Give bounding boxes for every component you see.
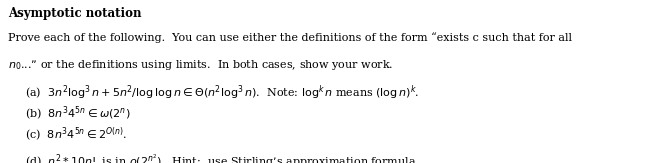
Text: (d)  $n^2 * 10n!$ is in $o(2^{n^2})$.  Hint:  use Stirling’s approximation formu: (d) $n^2 * 10n!$ is in $o(2^{n^2})$. Hin… (25, 152, 420, 163)
Text: $n_0$...” or the definitions using limits.  In both cases, show your work.: $n_0$...” or the definitions using limit… (8, 58, 394, 72)
Text: (a)  $3n^2 \log^3 n + 5n^2/\log \log n \in \Theta(n^2 \log^3 n)$.  Note: $\log^k: (a) $3n^2 \log^3 n + 5n^2/\log \log n \i… (25, 83, 420, 102)
Text: Asymptotic notation: Asymptotic notation (8, 7, 141, 20)
Text: Prove each of the following.  You can use either the definitions of the form “ex: Prove each of the following. You can use… (8, 33, 572, 43)
Text: (c)  $8n^3 4^{5n} \in 2^{O(n)}$.: (c) $8n^3 4^{5n} \in 2^{O(n)}$. (25, 126, 128, 144)
Text: (b)  $8n^3 4^{5n} \in \omega(2^n)$: (b) $8n^3 4^{5n} \in \omega(2^n)$ (25, 105, 131, 123)
